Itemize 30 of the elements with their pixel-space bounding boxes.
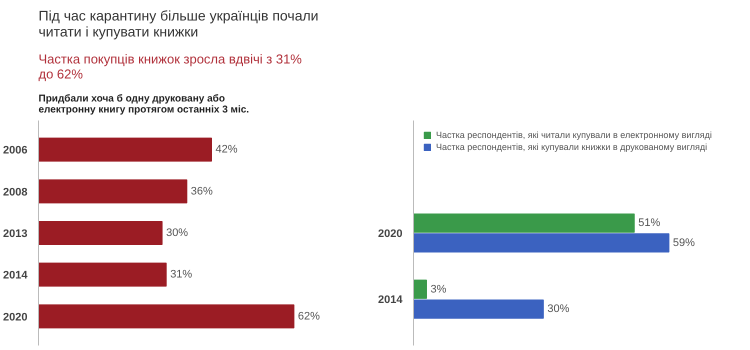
y-tick-label: 2006 — [3, 144, 28, 157]
bar — [38, 221, 163, 245]
legend-label: Частка респондентів, які купували книжки в друкованому вигляді — [436, 142, 708, 152]
bar — [414, 280, 427, 299]
bar — [38, 179, 188, 204]
bar — [38, 262, 167, 287]
data-label: 30% — [547, 303, 570, 316]
y-tick-label: 2020 — [378, 228, 403, 240]
data-label: 3% — [430, 283, 447, 296]
data-label: 51% — [638, 217, 660, 230]
bar — [414, 299, 544, 319]
y-tick-label: 2013 — [3, 228, 28, 240]
bar — [414, 213, 635, 233]
data-label: 42% — [216, 144, 238, 156]
data-label: 30% — [166, 227, 188, 239]
data-label: 62% — [298, 310, 320, 322]
data-label: 59% — [672, 236, 696, 249]
chart-title: Під час карантину більше українців почали читати і купувати книжки — [38, 8, 318, 40]
legend-label: Частка респондентів, які читали купували в електронному вигляді — [436, 130, 712, 140]
y-tick-label: 2020 — [3, 311, 28, 324]
data-label: 31% — [170, 268, 192, 281]
y-tick-label: 2014 — [378, 294, 404, 306]
text: Придбали хоча б одну друковану або електронну книгу протягом останніх 3 міс. — [38, 94, 250, 116]
chart-subtitle: Частка покупців книжок зросла вдвічі з 31% до 62% — [38, 52, 302, 82]
bar — [38, 138, 212, 162]
bar — [414, 233, 670, 253]
data-label: 36% — [190, 185, 214, 198]
y-tick-label: 2008 — [3, 186, 28, 198]
bar — [38, 304, 294, 328]
y-tick-label: 2014 — [3, 270, 28, 282]
